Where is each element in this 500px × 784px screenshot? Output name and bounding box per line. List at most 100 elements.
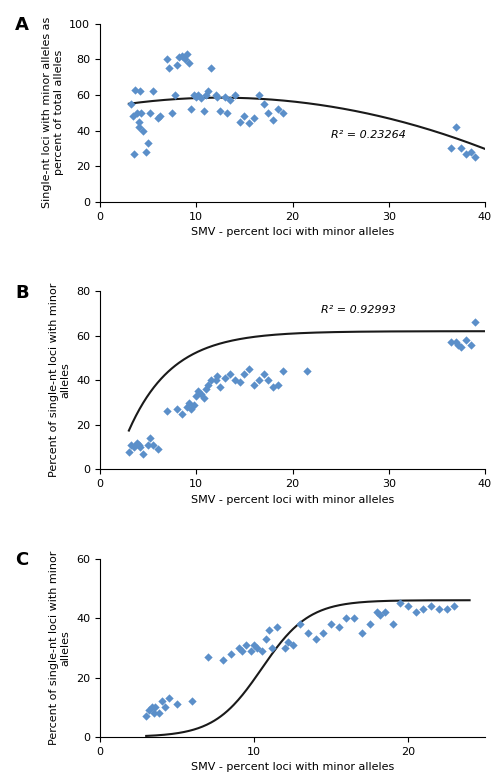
Point — [327, 618, 335, 630]
Point — [148, 701, 156, 713]
Point — [288, 638, 296, 651]
Point — [284, 636, 292, 648]
Point — [178, 408, 186, 420]
Point — [281, 641, 289, 654]
Point — [173, 58, 181, 71]
Point — [142, 146, 150, 158]
Point — [175, 51, 183, 64]
Text: B: B — [16, 284, 29, 302]
Point — [158, 695, 166, 707]
Point — [197, 93, 205, 105]
Point — [178, 49, 186, 62]
Point — [253, 641, 261, 654]
Point — [269, 114, 277, 126]
Point — [200, 104, 208, 117]
Point — [255, 374, 263, 387]
Point — [268, 641, 276, 654]
Point — [454, 339, 462, 351]
Point — [134, 438, 142, 451]
Point — [212, 89, 220, 101]
Point — [462, 334, 470, 347]
Point — [442, 603, 450, 615]
Point — [202, 383, 210, 395]
Point — [247, 644, 255, 657]
Point — [250, 379, 258, 391]
Point — [206, 62, 214, 74]
Point — [234, 641, 242, 654]
Point — [312, 633, 320, 645]
Point — [448, 336, 456, 349]
Point — [180, 53, 188, 66]
Point — [216, 104, 224, 117]
Text: C: C — [16, 551, 28, 569]
Point — [358, 626, 366, 639]
Point — [192, 390, 200, 402]
Point — [231, 374, 239, 387]
Point — [381, 606, 389, 619]
Point — [396, 597, 404, 609]
Point — [134, 115, 142, 128]
Point — [388, 618, 396, 630]
Point — [404, 600, 412, 612]
Point — [250, 112, 258, 125]
Point — [144, 438, 152, 451]
Text: R² = 0.92993: R² = 0.92993 — [322, 305, 396, 315]
Point — [184, 56, 192, 69]
Point — [240, 110, 248, 122]
Point — [472, 151, 480, 164]
Point — [227, 648, 235, 660]
Point — [136, 121, 143, 133]
Point — [238, 644, 246, 657]
Point — [140, 448, 147, 460]
Point — [166, 62, 173, 74]
Point — [200, 392, 208, 405]
Point — [132, 107, 140, 119]
Point — [152, 701, 160, 713]
Point — [219, 653, 227, 666]
Point — [190, 89, 198, 101]
Point — [184, 396, 192, 408]
Point — [146, 432, 154, 445]
Point — [452, 121, 460, 133]
Point — [457, 340, 465, 353]
Point — [164, 53, 172, 66]
Point — [435, 603, 443, 615]
Point — [182, 401, 190, 413]
Point — [127, 97, 135, 110]
Point — [226, 94, 234, 107]
Point — [452, 336, 460, 349]
Point — [127, 438, 135, 451]
Point — [223, 107, 231, 119]
Point — [420, 603, 428, 615]
Point — [125, 445, 133, 458]
Point — [320, 626, 328, 639]
Point — [274, 379, 282, 391]
Point — [146, 107, 154, 119]
Point — [150, 707, 158, 720]
Y-axis label: Percent of single-nt loci with minor
alleles: Percent of single-nt loci with minor all… — [49, 283, 70, 477]
X-axis label: SMV - percent loci with minor alleles: SMV - percent loci with minor alleles — [191, 762, 394, 772]
Point — [132, 437, 140, 449]
Point — [231, 89, 239, 101]
Point — [214, 90, 222, 103]
Point — [128, 110, 136, 122]
Point — [190, 398, 198, 411]
Point — [342, 612, 350, 624]
X-axis label: SMV - percent loci with minor alleles: SMV - percent loci with minor alleles — [191, 227, 394, 237]
Point — [136, 441, 144, 453]
Point — [236, 115, 244, 128]
Point — [140, 124, 147, 136]
Point — [279, 107, 287, 119]
Point — [154, 112, 162, 125]
Point — [136, 85, 144, 97]
Point — [156, 110, 164, 122]
Point — [149, 85, 157, 97]
Point — [130, 441, 138, 453]
Y-axis label: Percent of single-nt loci with minor
alleles: Percent of single-nt loci with minor all… — [49, 550, 70, 745]
Point — [130, 147, 138, 160]
Point — [250, 638, 258, 651]
Point — [194, 385, 202, 397]
Point — [212, 374, 220, 387]
Point — [296, 618, 304, 630]
Point — [242, 638, 250, 651]
